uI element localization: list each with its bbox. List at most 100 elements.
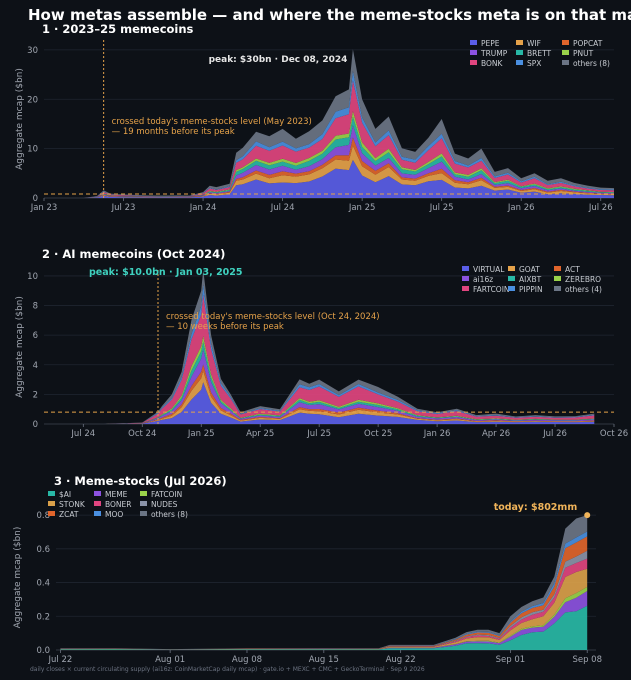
- area-series-brett: [44, 116, 614, 198]
- legend-swatch: [48, 501, 55, 506]
- legend-label: $AI: [59, 490, 71, 499]
- x-tick-label: Aug 15: [309, 655, 339, 665]
- x-tick-label: Jul 24: [70, 429, 95, 439]
- y-tick-label: 10: [27, 145, 38, 155]
- legend-swatch: [562, 40, 569, 45]
- legend-swatch: [94, 501, 101, 506]
- y-tick-label: 0.4: [36, 579, 50, 589]
- x-tick-label: Sep 01: [496, 655, 526, 665]
- legend-label: MEME: [105, 490, 128, 499]
- y-tick-label: 10: [27, 272, 38, 282]
- x-tick-label: Sep 08: [572, 655, 602, 665]
- y-tick-label: 20: [27, 95, 38, 105]
- x-tick-label: Aug 08: [232, 655, 262, 665]
- legend-label: ZEREBRO: [565, 275, 601, 284]
- area-series-popcat: [44, 137, 614, 198]
- x-tick-label: Jul 26: [542, 429, 567, 439]
- y-tick-label: 0.2: [36, 612, 50, 622]
- legend-label: others (8): [573, 59, 610, 68]
- peak-label: peak: $30bn · Dec 08, 2024: [209, 55, 348, 65]
- crossing-annotation: crossed today's meme-stocks level (May 2…: [112, 117, 312, 127]
- x-tick-label: Jul 25: [429, 203, 454, 213]
- y-tick-label: 0: [33, 420, 38, 430]
- legend-label: STONK: [59, 500, 86, 509]
- area-series-aixbt: [63, 341, 595, 424]
- legend-label: MOO: [105, 510, 123, 519]
- legend-swatch: [48, 511, 55, 516]
- x-tick-label: Apr 25: [246, 429, 274, 439]
- legend-swatch: [508, 286, 515, 291]
- legend-label: AIXBT: [519, 275, 542, 284]
- peak-label: today: $802mm: [494, 502, 578, 513]
- crossing-annotation-line2: — 19 months before its peak: [112, 127, 235, 137]
- y-tick-label: 6: [33, 331, 38, 341]
- legend-label: BONK: [481, 59, 504, 68]
- legend-label: PIPPIN: [519, 285, 543, 294]
- legend-label: BONER: [105, 500, 131, 509]
- area-series-others-4-: [63, 269, 595, 424]
- peak-label: peak: $10.0bn · Jan 03, 2025: [89, 267, 243, 278]
- legend-swatch: [554, 286, 561, 291]
- legend-swatch: [562, 60, 569, 65]
- legend-label: others (8): [151, 510, 188, 519]
- legend-swatch: [140, 501, 147, 506]
- y-tick-label: 30: [27, 46, 38, 56]
- area-series-virtual: [63, 382, 595, 424]
- legend-swatch: [94, 491, 101, 496]
- area-series--ai: [60, 605, 588, 650]
- main-title: How metas assemble — and where the meme-…: [28, 6, 631, 24]
- x-tick-label: Jul 25: [306, 429, 331, 439]
- x-tick-label: Aug 01: [155, 655, 185, 665]
- source-footnote: daily closes × current circulating suppl…: [30, 666, 425, 673]
- legend-label: NUDES: [151, 500, 178, 509]
- x-tick-label: Jan 25: [348, 203, 376, 213]
- legend-label: PNUT: [573, 49, 594, 58]
- legend-swatch: [94, 511, 101, 516]
- legend-swatch: [470, 40, 477, 45]
- area-series-ai16z: [63, 349, 595, 424]
- today-marker: [584, 512, 591, 519]
- x-tick-label: Oct 26: [600, 429, 628, 439]
- y-tick-label: 2: [33, 390, 38, 400]
- x-tick-label: Jul 26: [588, 203, 613, 213]
- legend-swatch: [140, 511, 147, 516]
- legend-swatch: [462, 276, 469, 281]
- legend-swatch: [554, 276, 561, 281]
- legend-label: VIRTUAL: [473, 265, 505, 274]
- legend-swatch: [508, 266, 515, 271]
- area-series-trump: [44, 125, 614, 198]
- area-series-zerebro: [63, 336, 595, 424]
- x-tick-label: Jan 26: [507, 203, 535, 213]
- y-tick-label: 0.8: [36, 511, 50, 521]
- legend-swatch: [462, 286, 469, 291]
- crossing-annotation-line2: — 10 weeks before its peak: [166, 322, 284, 332]
- legend-label: ai16z: [473, 275, 493, 284]
- legend-label: TRUMP: [480, 49, 508, 58]
- legend-swatch: [48, 491, 55, 496]
- y-axis-label: Aggregate mcap ($bn): [15, 68, 25, 170]
- x-tick-label: Jan 24: [189, 203, 217, 213]
- panel-title-3: 3 · Meme-stocks (Jul 2026): [54, 474, 227, 488]
- legend-swatch: [516, 40, 523, 45]
- area-series-bonk: [44, 80, 614, 198]
- panel-title-2: 2 · AI memecoins (Oct 2024): [42, 247, 225, 261]
- legend-label: BRETT: [527, 49, 552, 58]
- legend-swatch: [516, 60, 523, 65]
- legend-swatch: [508, 276, 515, 281]
- x-tick-label: Jan 25: [187, 429, 215, 439]
- y-tick-label: 8: [33, 302, 38, 312]
- x-tick-label: Aug 22: [386, 655, 416, 665]
- y-tick-label: 4: [33, 361, 38, 371]
- area-series-goat: [63, 370, 595, 424]
- legend-label: ZCAT: [59, 510, 79, 519]
- area-series-others-8-: [44, 49, 614, 198]
- x-tick-label: Jul 24: [270, 203, 295, 213]
- legend-label: FARTCOIN: [473, 285, 510, 294]
- y-axis-label: Aggregate mcap ($bn): [13, 527, 23, 629]
- legend-label: PEPE: [481, 39, 500, 48]
- legend-swatch: [554, 266, 561, 271]
- x-tick-label: Apr 26: [482, 429, 510, 439]
- legend-swatch: [516, 50, 523, 55]
- y-tick-label: 0.0: [36, 646, 50, 656]
